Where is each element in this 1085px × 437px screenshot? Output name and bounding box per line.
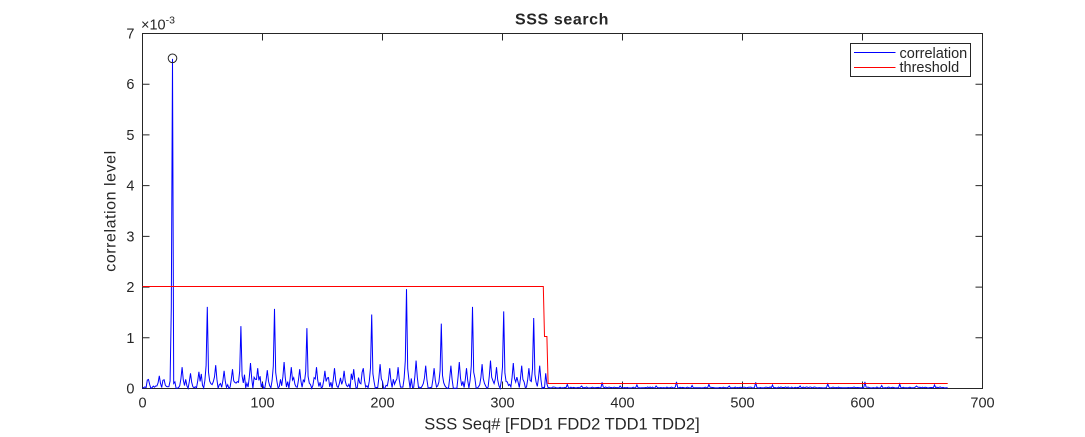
svg-text:100: 100 bbox=[250, 396, 274, 412]
svg-text:SSS Seq# [FDD1 FDD2 TDD1 TDD2]: SSS Seq# [FDD1 FDD2 TDD1 TDD2] bbox=[424, 416, 699, 434]
svg-text:4: 4 bbox=[126, 179, 134, 195]
svg-text:200: 200 bbox=[370, 396, 394, 412]
svg-text:3: 3 bbox=[126, 229, 134, 245]
svg-text:2: 2 bbox=[126, 280, 134, 296]
svg-text:700: 700 bbox=[970, 396, 994, 412]
svg-text:0: 0 bbox=[126, 382, 134, 398]
svg-text:500: 500 bbox=[730, 396, 754, 412]
svg-text:1: 1 bbox=[126, 331, 134, 347]
svg-text:400: 400 bbox=[610, 396, 634, 412]
svg-text:300: 300 bbox=[490, 396, 514, 412]
svg-text:5: 5 bbox=[126, 128, 134, 144]
svg-text:threshold: threshold bbox=[900, 60, 960, 76]
svg-text:correlation level: correlation level bbox=[103, 150, 120, 271]
svg-text:correlation: correlation bbox=[900, 46, 968, 62]
svg-text:600: 600 bbox=[850, 396, 874, 412]
svg-text:6: 6 bbox=[126, 77, 134, 93]
svg-text:0: 0 bbox=[138, 396, 146, 412]
svg-text:SSS search: SSS search bbox=[515, 12, 609, 29]
svg-text:7: 7 bbox=[126, 27, 134, 43]
